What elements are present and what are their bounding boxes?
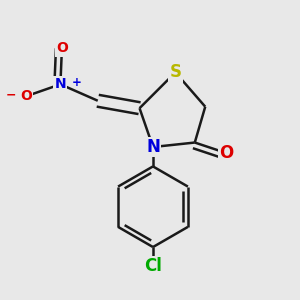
Text: O: O [20,89,32,103]
Text: O: O [219,144,233,162]
Text: O: O [56,41,68,56]
Text: −: − [5,88,16,101]
Text: N: N [55,77,66,91]
Text: Cl: Cl [144,257,162,275]
Text: S: S [169,63,181,81]
Text: N: N [146,138,160,156]
Text: +: + [72,76,82,89]
